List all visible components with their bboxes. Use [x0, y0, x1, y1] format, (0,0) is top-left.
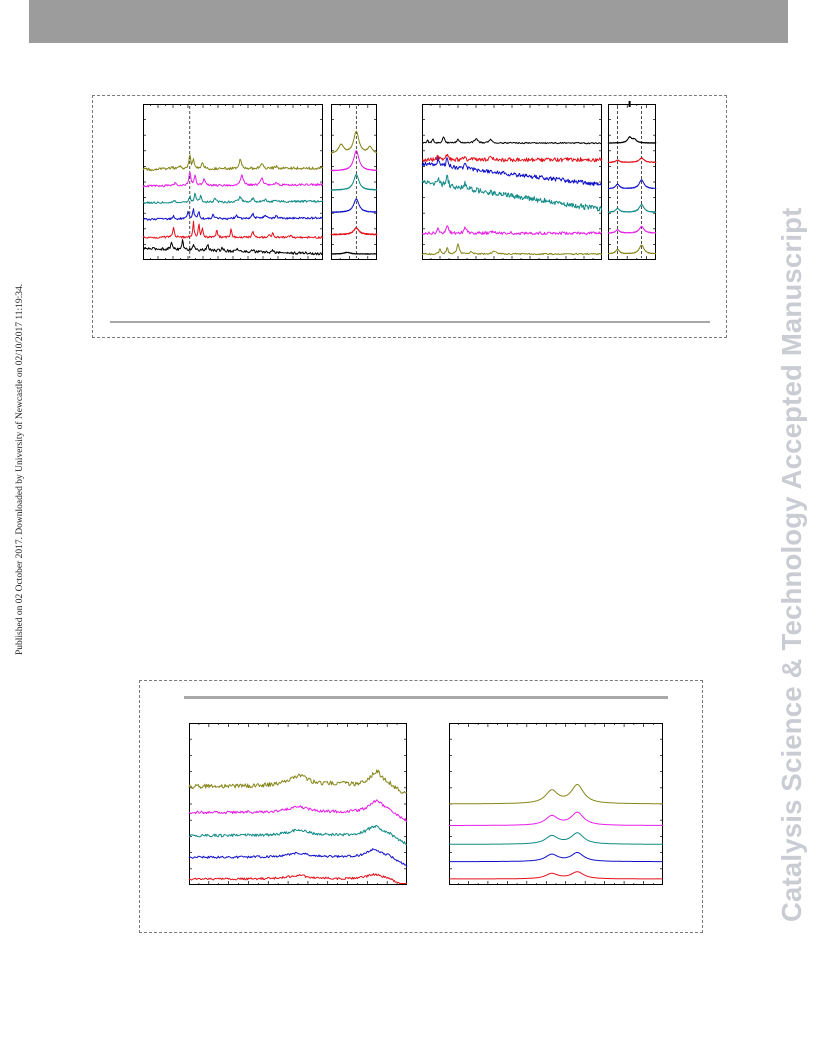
series-line [330, 198, 378, 213]
figure-frame-top [92, 95, 727, 338]
series-line [607, 157, 657, 164]
chart-top-right [421, 104, 603, 260]
series-line [188, 873, 407, 884]
series-line [449, 852, 663, 863]
series-line [188, 769, 408, 794]
series-line [421, 174, 603, 212]
journal-watermark: Catalysis Science & Technology Accepted … [776, 207, 807, 922]
series-line [421, 136, 603, 145]
series-line [607, 136, 657, 144]
publication-side-note: Published on 02 October 2017. Downloaded… [15, 283, 25, 655]
series-line [421, 156, 603, 187]
series-line [142, 208, 323, 221]
chart-bottom-right [449, 723, 663, 885]
series-line [142, 154, 324, 172]
caption-rule-top [110, 321, 710, 323]
series-line [607, 203, 657, 213]
series-line [188, 824, 408, 846]
axes-frame [608, 104, 656, 260]
series-line [449, 871, 663, 880]
series-line [330, 130, 378, 154]
series-line [330, 227, 378, 236]
figure-frame-bottom [139, 680, 703, 933]
series-line [449, 811, 663, 826]
series-line [330, 173, 378, 191]
series-line [607, 179, 657, 190]
series-line [188, 848, 408, 868]
series-line [330, 251, 378, 255]
series-line [143, 239, 324, 256]
axes-frame [189, 723, 407, 885]
series-line [421, 225, 603, 236]
chart-top-right-inset [607, 101, 657, 260]
series-line [142, 220, 324, 239]
series-line [449, 783, 663, 805]
series-line [607, 244, 657, 255]
series-line [607, 225, 657, 234]
chart-top-left-inset [330, 104, 378, 260]
series-line [421, 153, 603, 163]
chart-bottom-left [188, 723, 408, 885]
header-band [29, 0, 788, 43]
series-line [143, 192, 324, 205]
series-line [449, 832, 663, 845]
chart-top-left [142, 104, 324, 260]
series-line [330, 150, 378, 172]
series-line [188, 799, 408, 823]
series-line [421, 243, 603, 256]
axes-frame [331, 104, 377, 260]
series-line [142, 172, 324, 188]
caption-rule-bottom [184, 696, 668, 699]
